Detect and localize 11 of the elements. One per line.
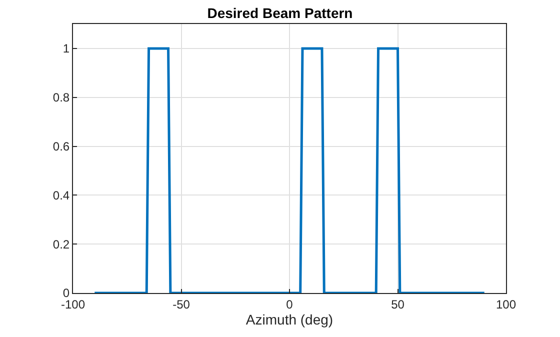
x-tick-label: -50 <box>172 297 190 312</box>
x-tick-label: 100 <box>496 297 516 312</box>
x-tick-label: 50 <box>391 297 405 312</box>
x-axis-title: Azimuth (deg) <box>246 312 334 328</box>
y-tick-label: 0.2 <box>52 237 70 252</box>
chart-title: Desired Beam Pattern <box>207 5 353 22</box>
y-tick-label: 0.6 <box>52 139 70 154</box>
y-tick-label: 0.4 <box>52 188 70 202</box>
x-tick-label: 0 <box>286 297 294 312</box>
y-tick-label: 1 <box>62 42 70 56</box>
y-tick-label: 0.8 <box>52 90 70 105</box>
